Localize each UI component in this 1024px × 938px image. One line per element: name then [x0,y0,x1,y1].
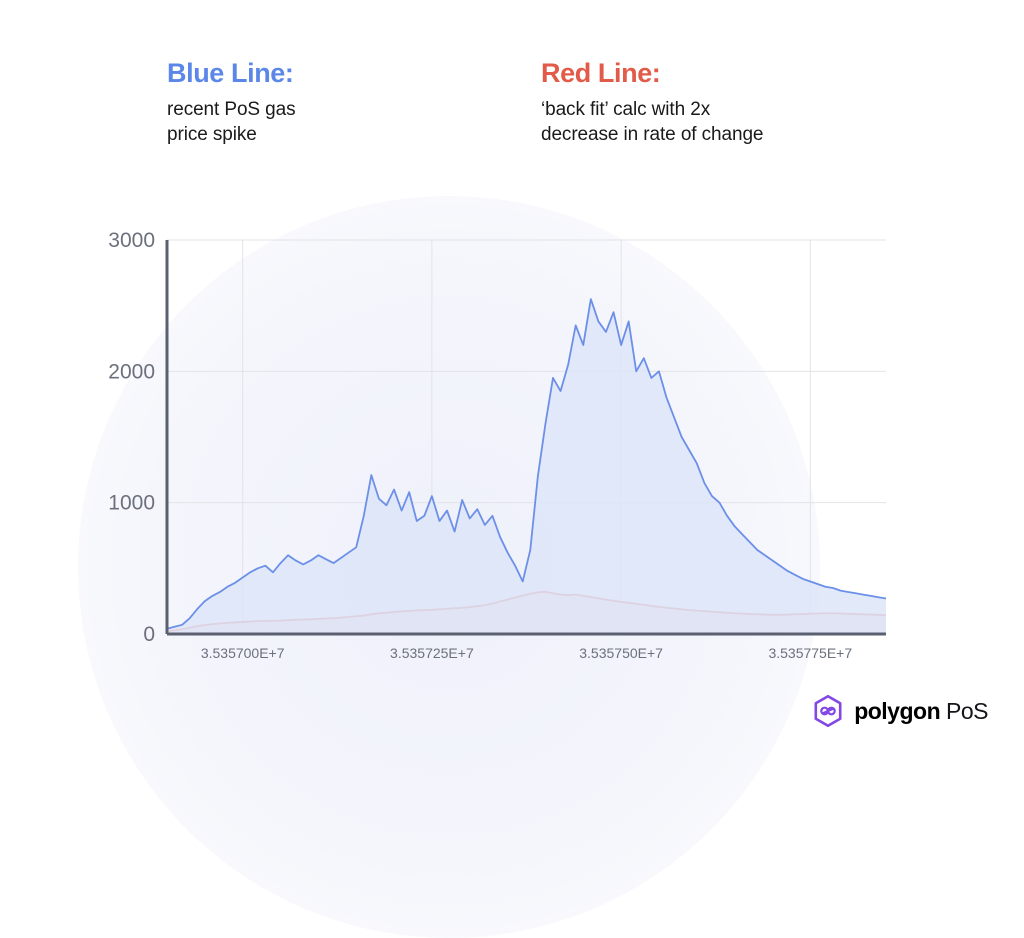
logo-product: PoS [940,697,988,724]
logo-wordmark: polygon PoS [854,698,988,725]
series-area [167,299,886,634]
gas-price-area-chart: 0 1000 2000 3000 3.535700E+7 3.535725E+7 3.53… [108,229,887,661]
x-axis-tick-labels: 3.535700E+7 3.535725E+7 3.535750E+7 3.53577… [201,645,853,661]
y-axis-tick-label: 3000 [108,229,155,252]
x-axis-tick-label: 3.535750E+7 [579,645,663,661]
y-axis-tick-label: 1000 [108,492,155,515]
legend-entry-blue: Blue Line: recent PoS gas price spike [167,58,296,147]
series-line [166,590,887,633]
y-axis-tick-label: 0 [143,623,155,646]
legend-red-title: Red Line: [541,58,661,88]
legend-entry-red: Red Line: ‘back fit’ calc with 2x decrea… [541,58,763,147]
grid-lines [167,239,886,635]
logo-brand: polygon [854,697,941,724]
background-halo [78,196,820,938]
polygon-hexagon-icon [814,694,842,728]
y-axis-tick-labels: 0 1000 2000 3000 [108,229,155,646]
series-line [166,298,887,630]
polygon-pos-logo: polygon PoS [811,694,988,728]
y-axis-tick-label: 2000 [108,360,155,383]
x-axis-tick-label: 3.535775E+7 [768,645,852,661]
x-axis-tick-label: 3.535725E+7 [390,645,474,661]
x-axis-tick-label: 3.535700E+7 [201,645,285,661]
series-layer [166,298,887,634]
legend-blue-title: Blue Line: [167,58,294,88]
series-area [167,591,886,634]
legend-blue-description: recent PoS gas price spike [167,99,296,145]
axis-lines [165,240,886,636]
legend-red-description: ‘back fit’ calc with 2x decrease in rate… [541,99,764,145]
